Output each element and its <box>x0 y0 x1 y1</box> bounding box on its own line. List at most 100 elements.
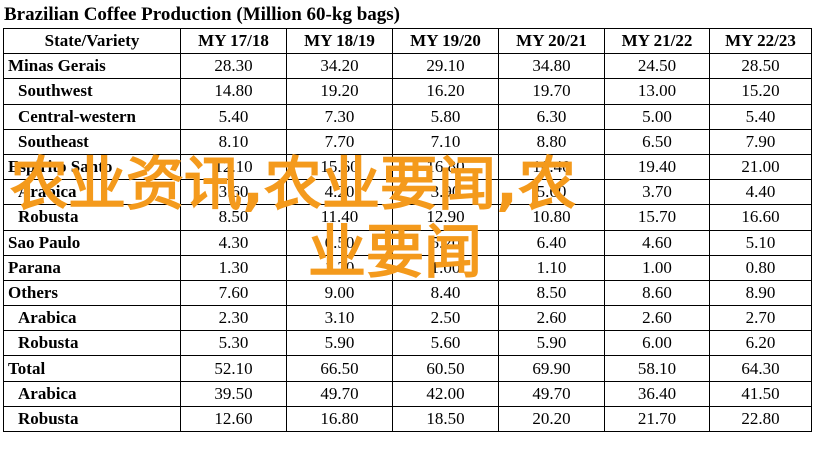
table-cell-value: 16.80 <box>392 153 499 181</box>
table-cell-value: 24.50 <box>604 53 710 80</box>
table-cell-value: 1.20 <box>286 254 393 281</box>
row-label: Central-western <box>3 103 181 130</box>
table-cell-value: 19.70 <box>498 78 605 105</box>
table-cell-value: 49.70 <box>286 380 393 407</box>
table-cell-value: 42.00 <box>392 380 499 407</box>
table-cell-value: 7.30 <box>286 103 393 130</box>
row-label: Total <box>3 355 181 382</box>
table-cell-value: 58.10 <box>604 355 710 382</box>
table-cell-value: 5.40 <box>180 103 287 130</box>
row-label: Sao Paulo <box>3 229 181 256</box>
table-cell-value: 7.60 <box>180 279 287 307</box>
table-cell-value: 8.90 <box>709 279 812 307</box>
table-cell-value: 5.60 <box>498 179 605 206</box>
table-title: Brazilian Coffee Production (Million 60-… <box>4 4 400 25</box>
table-cell-value: 0.80 <box>709 254 812 281</box>
row-label: Parana <box>3 254 181 281</box>
table-cell-value: 28.30 <box>180 53 287 80</box>
column-header-my-19-20: MY 19/20 <box>392 27 499 55</box>
table-row: Arabica 3.60 4.20 3.90 5.60 3.70 4.40 <box>3 179 812 206</box>
column-header-state: State/Variety <box>3 27 181 55</box>
table-cell-value: 8.10 <box>180 128 287 155</box>
table-row: Robusta 12.60 16.80 18.50 20.20 21.70 22.80 <box>3 405 812 433</box>
table-cell-value: 12.60 <box>180 405 287 433</box>
table-cell-value: 39.50 <box>180 380 287 407</box>
table-cell-value: 19.40 <box>604 153 710 181</box>
table-cell-value: 5.00 <box>604 103 710 130</box>
table-cell-value: 2.50 <box>392 305 499 332</box>
table-cell-value: 60.50 <box>392 355 499 382</box>
table-cell-value: 20.20 <box>498 405 605 433</box>
table-row: Central-western 5.40 7.30 5.80 6.30 5.00 5.40 <box>3 103 812 130</box>
table-cell-value: 5.20 <box>392 229 499 256</box>
row-label: Robusta <box>3 330 181 357</box>
table-cell-value: 12.90 <box>392 204 499 231</box>
table-cell-value: 19.20 <box>286 78 393 105</box>
table-cell-value: 15.20 <box>709 78 812 105</box>
table-cell-value: 2.60 <box>498 305 605 332</box>
table-cell-value: 64.30 <box>709 355 812 382</box>
table-cell-value: 14.80 <box>180 78 287 105</box>
table-cell-value: 3.60 <box>180 179 287 206</box>
table-cell-value: 2.30 <box>180 305 287 332</box>
row-label: Others <box>3 279 181 307</box>
table-cell-value: 7.10 <box>392 128 499 155</box>
table-cell-value: 34.80 <box>498 53 605 80</box>
table-cell-value: 8.60 <box>604 279 710 307</box>
table-cell-value: 6.40 <box>498 229 605 256</box>
table-cell-value: 4.30 <box>180 229 287 256</box>
table-body: Minas Gerais 28.30 34.20 29.10 34.80 24.50 28.… <box>3 53 812 433</box>
table-cell-value: 3.10 <box>286 305 393 332</box>
table-cell-value: 5.60 <box>392 330 499 357</box>
table-cell-value: 28.50 <box>709 53 812 80</box>
table-cell-value: 6.30 <box>498 103 605 130</box>
table-cell-value: 16.20 <box>392 78 499 105</box>
table-cell-value: 49.70 <box>498 380 605 407</box>
table-cell-value: 8.50 <box>498 279 605 307</box>
row-label: Arabica <box>3 380 181 407</box>
table-cell-value: 12.10 <box>180 153 287 181</box>
table-cell-value: 9.00 <box>286 279 393 307</box>
table-row: Total 52.10 66.50 60.50 69.90 58.10 64.30 <box>3 355 812 382</box>
table-cell-value: 4.40 <box>709 179 812 206</box>
table-cell-value: 41.50 <box>709 380 812 407</box>
table-cell-value: 16.40 <box>498 153 605 181</box>
row-label: Espirito Santo <box>3 153 181 181</box>
table-cell-value: 5.10 <box>709 229 812 256</box>
table-cell-value: 6.20 <box>709 330 812 357</box>
table-cell-value: 2.70 <box>709 305 812 332</box>
coffee-production-table: State/Variety MY 17/18 MY 18/19 MY 19/20… <box>3 27 812 433</box>
table-cell-value: 66.50 <box>286 355 393 382</box>
table-cell-value: 8.50 <box>180 204 287 231</box>
table-cell-value: 15.70 <box>604 204 710 231</box>
table-row: Robusta 5.30 5.90 5.60 5.90 6.00 6.20 <box>3 330 812 357</box>
table-cell-value: 5.40 <box>709 103 812 130</box>
table-cell-value: 6.00 <box>604 330 710 357</box>
row-label: Southwest <box>3 78 181 105</box>
table-row: Others 7.60 9.00 8.40 8.50 8.60 8.90 <box>3 279 812 307</box>
table-cell-value: 1.10 <box>498 254 605 281</box>
table-cell-value: 69.90 <box>498 355 605 382</box>
column-header-my-18-19: MY 18/19 <box>286 27 393 55</box>
row-label: Minas Gerais <box>3 53 181 80</box>
table-row: Sao Paulo 4.30 6.50 5.20 6.40 4.60 5.10 <box>3 229 812 256</box>
header-row: State/Variety MY 17/18 MY 18/19 MY 19/20… <box>3 27 812 55</box>
table-cell-value: 52.10 <box>180 355 287 382</box>
table-cell-value: 8.80 <box>498 128 605 155</box>
table-cell-value: 21.00 <box>709 153 812 181</box>
table-row: Arabica 39.50 49.70 42.00 49.70 36.40 41.50 <box>3 380 812 407</box>
column-header-my-22-23: MY 22/23 <box>709 27 812 55</box>
table-cell-value: 1.30 <box>180 254 287 281</box>
table-cell-value: 1.00 <box>604 254 710 281</box>
table-row: Espirito Santo 12.10 15.60 16.80 16.40 19.40 2… <box>3 153 812 181</box>
table-cell-value: 13.00 <box>604 78 710 105</box>
table-cell-value: 7.90 <box>709 128 812 155</box>
table-cell-value: 8.40 <box>392 279 499 307</box>
table-cell-value: 10.80 <box>498 204 605 231</box>
table-cell-value: 15.60 <box>286 153 393 181</box>
table-cell-value: 3.90 <box>392 179 499 206</box>
table-cell-value: 16.80 <box>286 405 393 433</box>
table-row: Minas Gerais 28.30 34.20 29.10 34.80 24.50 28.… <box>3 53 812 80</box>
table-row: Southwest 14.80 19.20 16.20 19.70 13.00 15.20 <box>3 78 812 105</box>
